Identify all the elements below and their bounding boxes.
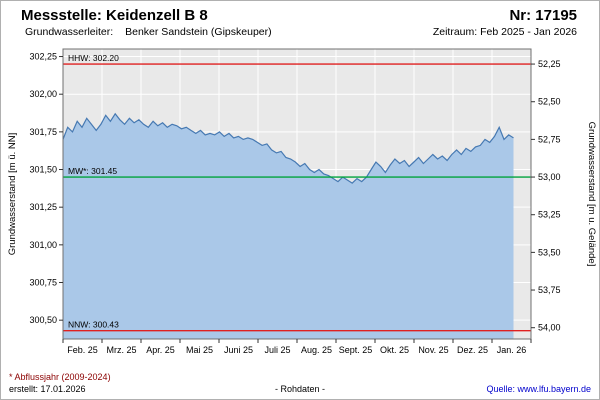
ref-line-label-nnw: NNW: 300.43	[68, 320, 119, 330]
ref-line-label-hhw: HHW: 302.20	[68, 53, 119, 63]
x-tick-label: Jan. 26	[497, 345, 527, 355]
y-tick-label-right: 53,00	[538, 172, 561, 182]
groundwater-area	[63, 113, 514, 339]
y-tick-label-left: 302,00	[29, 89, 57, 99]
y-tick-label-left: 301,00	[29, 240, 57, 250]
x-tick-label: Okt. 25	[380, 345, 409, 355]
y-tick-label-right: 52,25	[538, 59, 561, 69]
x-tick-label: Apr. 25	[146, 345, 175, 355]
y-tick-label-right: 54,00	[538, 323, 561, 333]
station-number: Nr: 17195	[509, 7, 577, 24]
aquifer-value: Benker Sandstein (Gipskeuper)	[125, 26, 272, 38]
source-link[interactable]: Quelle: www.lfu.bayern.de	[486, 384, 591, 394]
y-tick-label-left: 301,75	[29, 127, 57, 137]
x-tick-label: Feb. 25	[67, 345, 98, 355]
footer-note: * Abflussjahr (2009-2024)	[9, 372, 111, 382]
y-tick-label-left: 301,25	[29, 202, 57, 212]
y-tick-label-left: 300,50	[29, 315, 57, 325]
x-tick-label: Juni 25	[224, 345, 253, 355]
y-tick-label-right: 52,75	[538, 134, 561, 144]
header-row-2: Grundwasserleiter: Benker Sandstein (Gips…	[1, 24, 599, 38]
x-tick-label: Dez. 25	[457, 345, 488, 355]
aquifer-group: Grundwasserleiter: Benker Sandstein (Gips…	[25, 26, 272, 38]
y-axis-title-left: Grundwasserstand [m ü. NN]	[7, 133, 18, 256]
x-tick-label: Nov. 25	[418, 345, 448, 355]
y-tick-label-left: 300,75	[29, 278, 57, 288]
groundwater-line	[62, 112, 514, 184]
header-row-1: Messstelle: Keidenzell B 8 Nr: 17195	[1, 1, 599, 24]
y-tick-label-right: 53,75	[538, 285, 561, 295]
y-tick-label-right: 53,50	[538, 247, 561, 257]
aquifer-label: Grundwasserleiter:	[25, 26, 114, 38]
created-date: erstellt: 17.01.2026	[9, 384, 86, 394]
y-tick-label-left: 302,25	[29, 52, 57, 62]
footer: * Abflussjahr (2009-2024) erstellt: 17.0…	[1, 372, 599, 396]
page-title: Messstelle: Keidenzell B 8	[21, 7, 208, 24]
period-label: Zeitraum: Feb 2025 - Jan 2026	[432, 26, 577, 38]
x-tick-label: Mai 25	[186, 345, 213, 355]
y-tick-label-right: 53,25	[538, 210, 561, 220]
groundwater-chart: Grundwasserstand [m ü. NN] Grundwasserst…	[7, 48, 597, 355]
footer-row-2: erstellt: 17.01.2026 - Rohdaten - Quelle…	[1, 384, 599, 396]
y-axis-title-right: Grundwasserstand [m u. Gelände]	[586, 122, 597, 267]
x-tick-label: Juli 25	[264, 345, 290, 355]
y-tick-label-right: 52,50	[538, 97, 561, 107]
y-tick-label-left: 301,50	[29, 165, 57, 175]
x-tick-label: Aug. 25	[301, 345, 332, 355]
x-tick-label: Mrz. 25	[106, 345, 136, 355]
ref-line-label-mw: MW*: 301.45	[68, 166, 117, 176]
x-tick-label: Sept. 25	[339, 345, 373, 355]
data-mode-label: - Rohdaten -	[274, 384, 326, 394]
